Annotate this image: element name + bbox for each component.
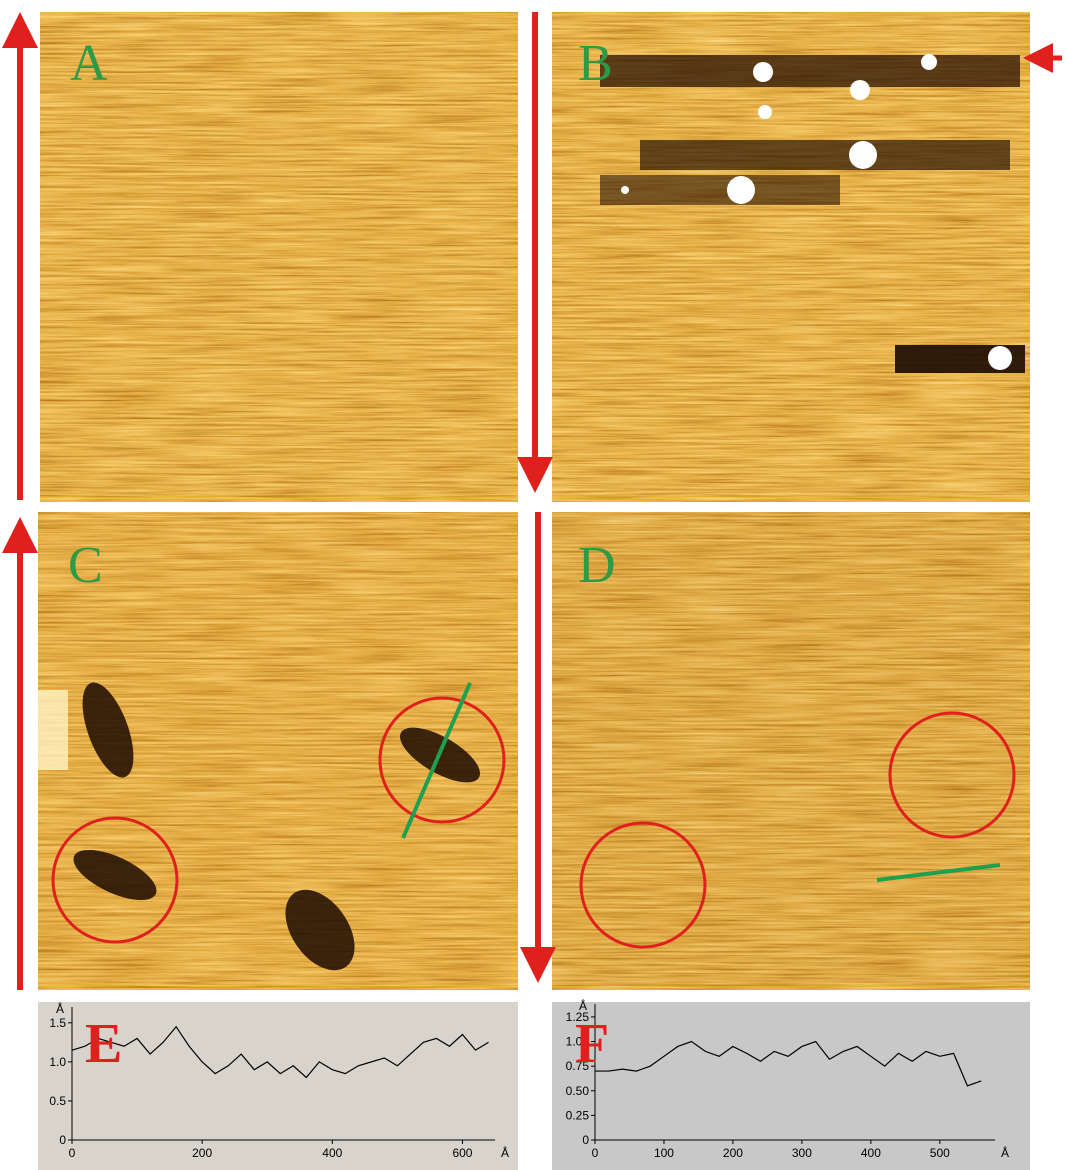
panel-label: D: [578, 537, 616, 594]
x-tick-label: 400: [861, 1146, 881, 1160]
x-tick-label: 0: [592, 1146, 599, 1160]
x-tick-label: 200: [192, 1146, 212, 1160]
x-tick-label: 300: [792, 1146, 812, 1160]
y-tick-label: 1.0: [49, 1055, 66, 1069]
panel-label: A: [70, 35, 108, 92]
y-tick-label: 0: [59, 1133, 66, 1147]
y-tick-label: 1.5: [49, 1016, 66, 1030]
panel-a: A: [40, 12, 518, 502]
y-unit: Å: [579, 998, 587, 1013]
x-tick-label: 100: [654, 1146, 674, 1160]
profile-bg: [552, 1002, 1030, 1170]
x-tick-label: 400: [322, 1146, 342, 1160]
x-unit: Å: [1001, 1145, 1009, 1160]
panel-d: D: [552, 512, 1030, 990]
y-unit: Å: [56, 1001, 64, 1016]
y-tick-label: 0.50: [566, 1084, 590, 1098]
y-tick-label: 0: [582, 1133, 589, 1147]
x-tick-label: 600: [452, 1146, 472, 1160]
x-tick-label: 200: [723, 1146, 743, 1160]
figure: A B C D 0 0.5 1.0 1.5 0 200 400 600 Å Å E 0 0.25 0.50…: [0, 0, 1067, 1170]
x-tick-label: 0: [69, 1146, 76, 1160]
panel-label: C: [68, 537, 103, 594]
panel-c: C: [38, 512, 518, 990]
y-tick-label: 0.25: [566, 1108, 590, 1122]
panel-label: B: [578, 35, 613, 92]
y-tick-label: 0.5: [49, 1094, 66, 1108]
x-unit: Å: [501, 1145, 509, 1160]
panel-b: B: [552, 12, 1062, 502]
x-tick-label: 500: [930, 1146, 950, 1160]
panel-label: E: [85, 1013, 122, 1075]
panel-label: F: [575, 1013, 609, 1075]
